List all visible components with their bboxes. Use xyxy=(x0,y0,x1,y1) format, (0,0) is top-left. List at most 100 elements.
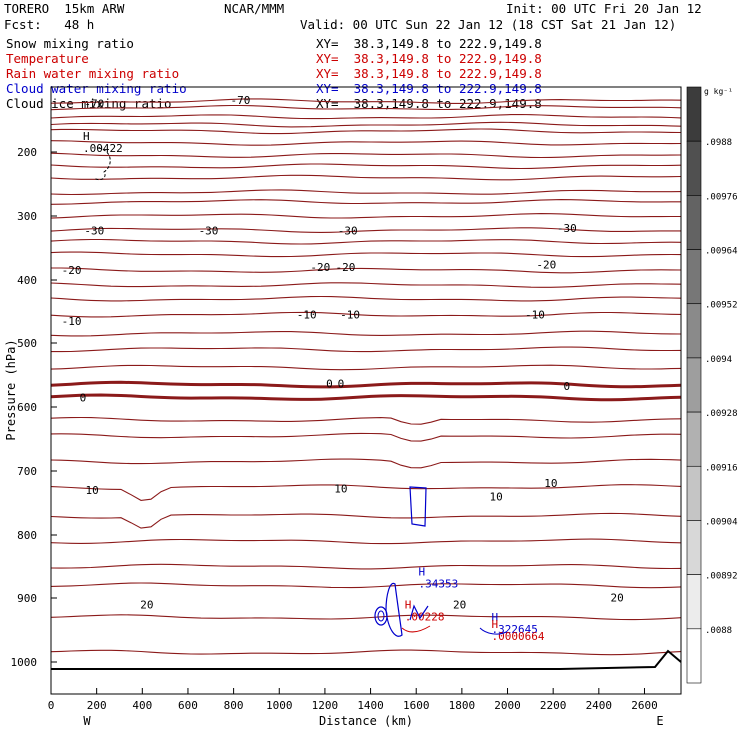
isotherm-line xyxy=(50,364,682,371)
y-tick-label: 900 xyxy=(17,592,37,605)
max-value: .0000664 xyxy=(492,630,545,643)
isotherm-label: -10 xyxy=(297,309,317,322)
isotherm-line xyxy=(50,163,682,170)
isotherm-label: -10 xyxy=(340,309,360,322)
x-tick-label: 1600 xyxy=(403,699,430,712)
colorbar-segment xyxy=(686,628,702,684)
colorbar-segment xyxy=(686,140,702,196)
x-tick-label: 600 xyxy=(178,699,198,712)
isotherm-label: -30 xyxy=(199,225,219,238)
isotherm-label: 0 xyxy=(80,391,87,404)
isotherm-line xyxy=(50,189,682,196)
colorbar-tick-label: .00952 xyxy=(705,301,738,311)
x-tick-label: 1000 xyxy=(266,699,293,712)
field-snow: Snow mixing ratio xyxy=(6,36,134,51)
isotherm-line xyxy=(50,104,682,111)
isotherm-label: 10 xyxy=(489,491,502,504)
colorbar-tick-label: .00916 xyxy=(705,463,738,473)
isotherm-label: 20 xyxy=(140,598,153,611)
isotherm-line xyxy=(50,128,682,135)
colorbar-tick-label: .00928 xyxy=(705,409,738,419)
colorbar-segment xyxy=(686,195,702,250)
isotherm-line xyxy=(50,614,682,621)
max-symbol: H xyxy=(419,565,426,578)
max-symbol: H xyxy=(492,618,499,631)
isotherm-label: 10 xyxy=(544,477,557,490)
isotherm-line xyxy=(50,563,682,570)
field-temperature: Temperature xyxy=(6,51,89,66)
y-tick-label: 1000 xyxy=(11,656,38,669)
isotherm-line xyxy=(50,393,682,402)
max-symbol: H xyxy=(492,611,499,624)
colorbar-tick-label: .00964 xyxy=(705,247,738,257)
isotherm-line xyxy=(50,227,681,233)
isotherm-label: -10 xyxy=(525,309,545,322)
cloud-water-contour xyxy=(409,604,429,621)
isotherm-line xyxy=(50,213,681,219)
xsec-coords-rain: XY= 38.3,149.8 to 222.9,149.8 xyxy=(316,66,542,81)
x-tick-label: 1800 xyxy=(449,699,476,712)
isotherm-line xyxy=(50,512,682,529)
rain-water-contour xyxy=(479,627,507,635)
isotherm-line xyxy=(50,458,682,469)
xsec-coords-temperature: XY= 38.3,149.8 to 222.9,149.8 xyxy=(316,51,542,66)
colorbar-segment xyxy=(686,249,702,305)
isotherm-line xyxy=(50,330,682,337)
isotherm-line xyxy=(50,649,682,656)
isotherm-label: -20 xyxy=(62,264,82,277)
max-symbol: H xyxy=(83,130,90,143)
x-axis-label: Distance (km) xyxy=(319,714,413,728)
colorbar: .0988 .00976 .00964 .00952 .0094 .00928 .00916… xyxy=(686,86,738,684)
isotherm-line xyxy=(50,582,682,589)
isotherm-label: -30 xyxy=(338,225,358,238)
isotherm-line xyxy=(50,380,682,389)
field-cloud-water: Cloud water mixing ratio xyxy=(6,81,187,96)
x-tick-label: 800 xyxy=(224,699,244,712)
y-tick-label: 400 xyxy=(17,274,37,287)
isotherm-label: -30 xyxy=(84,225,104,238)
isotherm-label: 0 xyxy=(564,380,571,393)
max-symbol: H xyxy=(405,598,412,611)
valid-time: Valid: 00 UTC Sun 22 Jan 12 (18 CST Sat … xyxy=(300,17,677,32)
x-tick-label: 400 xyxy=(132,699,152,712)
isotherm-line xyxy=(50,113,682,120)
y-tick-label: 500 xyxy=(17,337,37,350)
isotherm-line xyxy=(50,140,682,146)
west-label: W xyxy=(83,714,91,728)
isotherm-label: 20 xyxy=(453,598,466,611)
rain-water-contour xyxy=(401,625,431,633)
isotherm-label: 10 xyxy=(85,484,98,497)
colorbar-segment xyxy=(686,465,702,521)
max-value: .34353 xyxy=(419,577,459,590)
cloud-water-contour xyxy=(377,610,385,622)
isotherm-line xyxy=(50,238,682,245)
colorbar-tick-label: .00976 xyxy=(705,192,738,202)
colorbar-tick-label: .0088 xyxy=(705,626,732,636)
isotherm-line xyxy=(50,121,682,128)
isotherm-label: -70 xyxy=(84,97,104,110)
y-tick-label: 800 xyxy=(17,529,37,542)
y-tick-label: 600 xyxy=(17,401,37,414)
org-label: NCAR/MMM xyxy=(224,1,285,16)
colorbar-segment xyxy=(686,411,702,467)
axes: 0 200 400 600 800 1000 1200 1400 1600 1800 2000 220… xyxy=(4,86,682,728)
max-value: .00228 xyxy=(405,610,445,623)
isotherm-line xyxy=(51,267,682,274)
isotherm-line xyxy=(50,174,682,181)
x-tick-label: 0 xyxy=(48,699,55,712)
y-axis-label: Pressure (hPa) xyxy=(4,339,18,440)
isotherm-label: -20 xyxy=(536,259,556,272)
snow-contour xyxy=(93,147,111,181)
isotherm-line xyxy=(50,282,682,288)
colorbar-segment xyxy=(686,86,702,142)
colorbar-unit: g kg⁻¹ xyxy=(704,87,733,96)
plot-frame xyxy=(50,86,682,695)
isotherm-line xyxy=(50,416,682,425)
xsec-coords-snow: XY= 38.3,149.8 to 222.9,149.8 xyxy=(316,36,542,51)
terrain-line xyxy=(51,649,682,670)
field-rain: Rain water mixing ratio xyxy=(6,66,180,81)
isotherm-label: 0 xyxy=(338,377,345,390)
max-value: .00422 xyxy=(83,142,123,155)
isotherm-line xyxy=(50,432,682,442)
